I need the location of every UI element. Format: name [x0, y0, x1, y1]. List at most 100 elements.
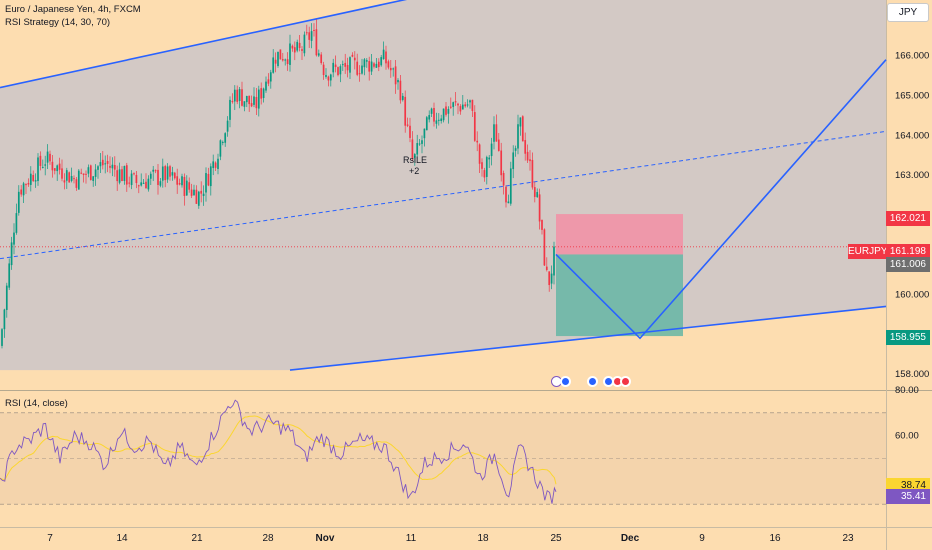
candle-body [303, 34, 306, 54]
candle-body [15, 213, 18, 233]
candle-body [22, 183, 25, 196]
candle-body [310, 31, 313, 41]
currency-button[interactable]: JPY [887, 3, 929, 22]
candle-body [416, 143, 419, 155]
channel-upper-line [0, 0, 408, 89]
time-tick-label: 7 [47, 533, 53, 544]
candle-body [92, 176, 95, 181]
candle-body [541, 220, 543, 230]
candle-body [99, 162, 102, 167]
candle-body [77, 170, 80, 190]
candle-body [406, 124, 409, 126]
economic-event-icon[interactable] [560, 376, 571, 387]
candle-body [452, 102, 455, 107]
candle-body [346, 64, 349, 71]
rsi-panel-label[interactable]: RSI (14, close) [5, 398, 68, 409]
candle-body [106, 161, 109, 164]
candle-body [296, 41, 299, 51]
candle-body [25, 184, 27, 186]
candle-body [68, 172, 71, 183]
symbol-tag: EURJPY [848, 244, 888, 259]
candle-body [226, 120, 229, 132]
candle-body [53, 168, 56, 171]
candle-body [97, 166, 99, 170]
candle-body [272, 57, 275, 73]
candle-body [531, 159, 534, 188]
time-tick-label: 11 [406, 533, 417, 544]
candle-body [166, 166, 169, 180]
candle-body [550, 273, 553, 284]
candle-body [260, 88, 263, 99]
time-tick-label: Nov [316, 533, 335, 544]
rsi-tick-label: 80.00 [895, 385, 919, 396]
candle-body [512, 152, 515, 170]
candle-body [44, 164, 47, 166]
candle-body [344, 62, 347, 67]
candle-body [195, 189, 198, 204]
candle-body [370, 61, 373, 72]
candle-body [490, 143, 493, 157]
candle-body [49, 153, 51, 162]
candle-body [209, 166, 212, 187]
candle-body [212, 161, 215, 169]
candle-body [17, 191, 20, 213]
candle-body [85, 173, 87, 175]
time-tick-label: Dec [621, 533, 640, 544]
candle-body [70, 176, 73, 181]
last-price-tag: 161.198 [886, 244, 930, 259]
candle-body [349, 57, 351, 73]
candle-body [197, 191, 200, 206]
candle-body [476, 140, 479, 143]
candle-body [281, 59, 284, 61]
candle-body [29, 173, 32, 185]
candle-body [137, 185, 140, 187]
candle-body [243, 101, 246, 107]
candle-body [526, 151, 529, 161]
candle-body [202, 193, 205, 196]
channel-fill [0, 0, 886, 371]
price-tick-label: 158.000 [895, 369, 929, 380]
entry-price-tag: 161.006 [886, 257, 930, 272]
candle-body [351, 54, 354, 57]
candle-body [73, 178, 75, 180]
strategy-label[interactable]: RSI Strategy (14, 30, 70) [5, 17, 111, 28]
candle-body [538, 194, 541, 222]
candle-body [521, 116, 524, 142]
candle-body [507, 201, 510, 204]
candle-body [245, 96, 248, 103]
candle-body [325, 74, 327, 77]
candle-body [8, 263, 11, 288]
price-tick-label: 164.000 [895, 130, 929, 141]
candle-body [205, 173, 207, 193]
candle-body [298, 42, 301, 48]
candle-body [277, 51, 279, 66]
candle-body [440, 118, 443, 122]
candle-body [121, 169, 123, 182]
candle-body [113, 165, 116, 170]
candle-body [118, 169, 121, 183]
candle-body [483, 170, 486, 178]
economic-event-icon[interactable] [587, 376, 598, 387]
candle-body [543, 229, 546, 266]
candle-body [435, 120, 438, 124]
signal-label: RsiLE [403, 155, 428, 165]
candle-body [87, 167, 90, 174]
candle-body [37, 157, 39, 182]
candle-body [274, 59, 277, 64]
candle-body [63, 180, 66, 183]
candle-body [286, 59, 289, 65]
candle-body [236, 89, 239, 102]
candle-body [169, 166, 171, 177]
candle-body [327, 76, 330, 81]
candle-body [82, 173, 85, 175]
time-tick-label: 23 [842, 533, 854, 544]
economic-event-icon[interactable] [620, 376, 631, 387]
time-tick-label: 28 [262, 533, 274, 544]
candle-body [401, 95, 404, 100]
candle-body [363, 59, 366, 68]
candle-body [529, 159, 531, 162]
candle-body [20, 189, 23, 195]
signal-count: +2 [409, 166, 420, 176]
candle-body [10, 242, 13, 266]
